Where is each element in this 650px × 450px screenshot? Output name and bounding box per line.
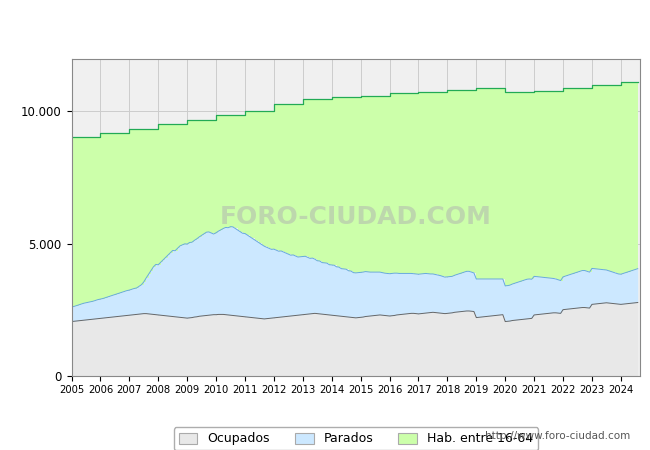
Legend: Ocupados, Parados, Hab. entre 16-64: Ocupados, Parados, Hab. entre 16-64 <box>174 428 538 450</box>
Text: La Algaba - Evolucion de la poblacion en edad de Trabajar Agosto de 2024: La Algaba - Evolucion de la poblacion en… <box>53 17 597 32</box>
Text: http://www.foro-ciudad.com: http://www.foro-ciudad.com <box>486 431 630 441</box>
Text: FORO-CIUDAD.COM: FORO-CIUDAD.COM <box>220 205 492 229</box>
